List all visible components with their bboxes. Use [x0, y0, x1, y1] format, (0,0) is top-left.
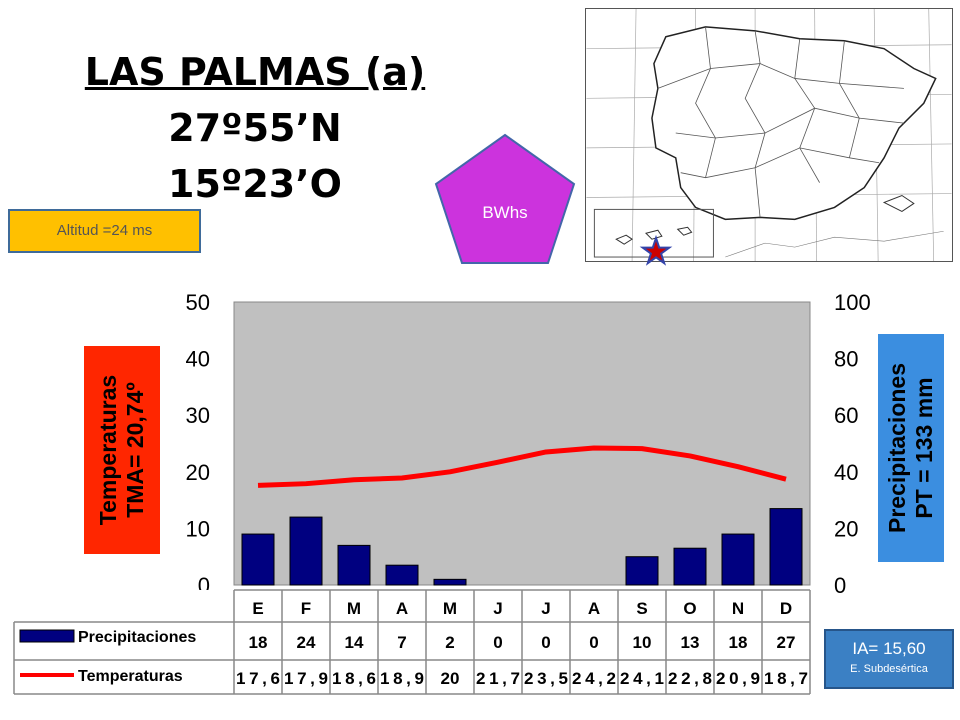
- right-tick-1: 20: [834, 516, 858, 541]
- temp-value-4: 20: [441, 669, 460, 688]
- precip-value-8: 10: [633, 633, 652, 652]
- precip-value-10: 18: [729, 633, 748, 652]
- temperature-label-line1: Temperaturas: [95, 374, 121, 526]
- precip-bar-8: [625, 556, 659, 586]
- month-label-5: J: [493, 599, 502, 618]
- temp-value-8: 24,1: [620, 669, 664, 688]
- temperature-label-line2: TMA= 20,74º: [122, 382, 148, 518]
- right-tick-4: 80: [834, 347, 858, 372]
- precip-bar-0: [241, 533, 275, 586]
- station-name: LAS PALMAS (a): [84, 50, 426, 94]
- precip-value-3: 7: [397, 633, 406, 652]
- left-tick-1: 10: [186, 516, 210, 541]
- right-tick-3: 60: [834, 403, 858, 428]
- right-tick-2: 40: [834, 460, 858, 485]
- month-label-8: S: [636, 599, 647, 618]
- month-label-3: A: [396, 599, 408, 618]
- precipitation-label-line2: PT = 133 mm: [911, 377, 937, 519]
- precip-value-11: 27: [777, 633, 796, 652]
- temp-value-2: 18,6: [332, 669, 376, 688]
- left-tick-2: 20: [186, 460, 210, 485]
- spain-map: [585, 8, 953, 262]
- temp-value-0: 17,6: [236, 669, 280, 688]
- climate-code-text: BWhs: [482, 203, 527, 222]
- aridity-index-box: IA= 15,60 E. Subdesértica: [824, 629, 954, 689]
- precipitation-label-line1: Precipitaciones: [884, 362, 910, 534]
- precip-bar-11: [769, 508, 803, 586]
- precip-value-5: 0: [493, 633, 502, 652]
- altitude-badge: Altitud =24 ms: [8, 209, 201, 253]
- temp-value-6: 23,5: [524, 669, 568, 688]
- precip-bar-1: [289, 516, 323, 586]
- precip-bar-2: [337, 544, 371, 586]
- left-tick-3: 30: [186, 403, 210, 428]
- temp-value-1: 17,9: [284, 669, 328, 688]
- precip-row-label: Precipitaciones: [78, 629, 196, 646]
- temp-value-5: 21,7: [476, 669, 520, 688]
- temp-value-10: 20,9: [716, 669, 760, 688]
- province-borders: [657, 26, 904, 218]
- left-tick-4: 40: [186, 347, 210, 372]
- aridity-value: IA= 15,60: [852, 639, 926, 658]
- temp-value-9: 22,8: [668, 669, 712, 688]
- precip-value-4: 2: [445, 633, 454, 652]
- station-title: LAS PALMAS (a) 27º55’N 15º23’O: [60, 44, 450, 212]
- table-background: [14, 590, 810, 694]
- canary-islands: [615, 226, 693, 245]
- right-tick-0: 0: [834, 573, 846, 598]
- month-label-10: N: [732, 599, 744, 618]
- temp-value-7: 24,2: [572, 669, 616, 688]
- precipitation-axis-label: Precipitaciones PT = 133 mm: [878, 334, 944, 562]
- balearic-islands: [882, 194, 915, 212]
- station-longitude: 15º23’O: [168, 162, 342, 206]
- right-axis-ticks: 0 20 40 60 80 100: [834, 290, 871, 598]
- precip-value-0: 18: [249, 633, 268, 652]
- precip-bar-4: [433, 578, 467, 586]
- precip-bar-3: [385, 564, 419, 586]
- temperature-axis-label: Temperaturas TMA= 20,74º: [84, 346, 160, 554]
- table-grid: [13, 589, 811, 695]
- aridity-type: E. Subdesértica: [850, 663, 928, 675]
- precip-value-2: 14: [345, 633, 364, 652]
- precip-bar-9: [673, 547, 707, 586]
- precipitation-row: 18 24 14 7 2 0 0 0 10 13 18 27: [249, 633, 796, 652]
- right-tick-5: 100: [834, 290, 871, 315]
- precip-value-9: 13: [681, 633, 700, 652]
- plot-area: [233, 301, 811, 586]
- temp-value-11: 18,7: [764, 669, 808, 688]
- month-label-1: F: [301, 599, 311, 618]
- precipitation-bars: [241, 508, 803, 586]
- month-label-0: E: [252, 599, 263, 618]
- month-label-4: M: [443, 599, 457, 618]
- station-latitude: 27º55’N: [168, 106, 342, 150]
- precip-value-6: 0: [541, 633, 550, 652]
- precip-bar-10: [721, 533, 755, 586]
- precip-value-7: 0: [589, 633, 598, 652]
- north-africa-coast: [725, 230, 944, 258]
- month-label-2: M: [347, 599, 361, 618]
- left-tick-5: 50: [186, 290, 210, 315]
- month-label-9: O: [683, 599, 696, 618]
- pentagon-shape: [434, 133, 576, 264]
- temp-row-label: Temperaturas: [78, 668, 183, 685]
- climate-code-badge: BWhs: [434, 133, 576, 264]
- precip-value-1: 24: [297, 633, 316, 652]
- precip-legend-swatch: [19, 629, 75, 643]
- temperature-line: [257, 445, 787, 488]
- location-star-icon: [639, 234, 673, 266]
- temp-value-3: 18,9: [380, 669, 424, 688]
- month-label-6: J: [541, 599, 550, 618]
- iberia-outline: [651, 26, 937, 221]
- month-label-7: A: [588, 599, 600, 618]
- month-label-11: D: [780, 599, 792, 618]
